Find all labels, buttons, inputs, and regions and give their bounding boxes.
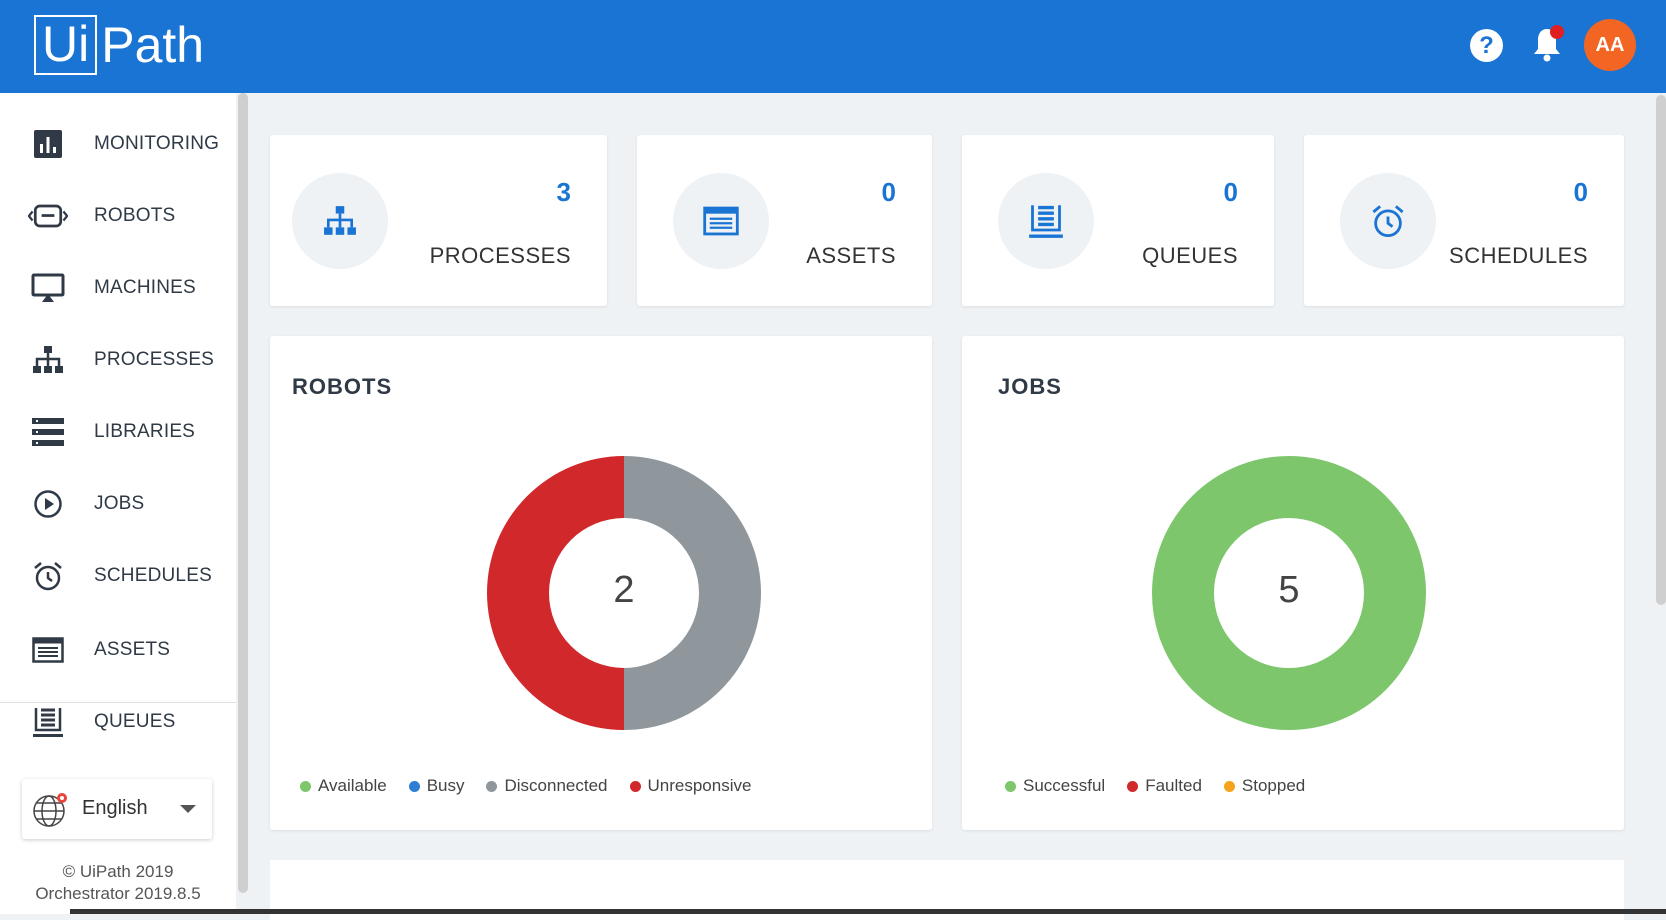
- legend-item-busy[interactable]: Busy: [408, 776, 465, 796]
- sidebar-divider: [0, 702, 236, 703]
- legend-dot: [486, 780, 498, 792]
- asset-card-icon: [28, 630, 68, 670]
- legend-dot: [1223, 780, 1235, 792]
- user-avatar[interactable]: AA: [1584, 19, 1636, 71]
- legend-item-disconnected[interactable]: Disconnected: [486, 776, 608, 796]
- sidebar-item-jobs[interactable]: JOBS: [0, 474, 236, 534]
- jobs-panel: JOBS 5 Successful Faulted Stopped: [962, 336, 1624, 830]
- robots-total: 2: [613, 569, 635, 611]
- legend-item-stopped[interactable]: Stopped: [1223, 776, 1306, 796]
- legend-dot: [1127, 780, 1139, 792]
- sidebar-item-label: ROBOTS: [94, 205, 176, 226]
- hierarchy-icon: [28, 340, 68, 380]
- sidebar-item-label: SCHEDULES: [94, 565, 212, 586]
- sidebar-item-monitoring[interactable]: MONITORING: [0, 114, 236, 174]
- language-select[interactable]: English: [22, 779, 212, 839]
- legend-label: Available: [318, 776, 387, 795]
- legend-dot: [300, 780, 311, 792]
- legend-label: Disconnected: [504, 776, 608, 795]
- stat-card-assets[interactable]: 0 ASSETS: [637, 135, 932, 306]
- jobs-legend: Successful Faulted Stopped: [1005, 776, 1327, 796]
- legend-dot: [629, 780, 641, 792]
- queue-stack-icon: [28, 702, 68, 742]
- legend-item-faulted[interactable]: Faulted: [1127, 776, 1202, 796]
- sidebar-item-libraries[interactable]: LIBRARIES: [0, 402, 236, 462]
- asset-card-icon: [673, 173, 769, 269]
- footer-copyright: © UiPath 2019 Orchestrator 2019.8.5: [0, 861, 236, 905]
- donut-slice-disconnected[interactable]: [624, 456, 761, 730]
- hierarchy-icon: [292, 173, 388, 269]
- robots-legend: Available Busy Disconnected Unresponsive: [300, 776, 773, 796]
- sidebar-item-queues[interactable]: QUEUES: [0, 692, 236, 752]
- monitor-icon: [28, 268, 68, 308]
- sidebar-item-schedules[interactable]: SCHEDULES: [0, 546, 236, 606]
- stat-label: PROCESSES: [429, 243, 571, 268]
- sidebar-item-machines[interactable]: MACHINES: [0, 258, 236, 318]
- sidebar-item-label: LIBRARIES: [94, 421, 196, 442]
- help-icon[interactable]: ?: [1470, 29, 1503, 62]
- bar-chart-icon: [28, 124, 68, 164]
- alarm-clock-icon: [1340, 173, 1436, 269]
- sidebar-scrollbar[interactable]: [238, 93, 248, 893]
- panel-title: ROBOTS: [292, 374, 393, 399]
- robots-donut-chart[interactable]: [484, 453, 764, 733]
- panel-title: JOBS: [998, 374, 1062, 399]
- logo-path-text: Path: [101, 17, 205, 73]
- alarm-clock-icon: [28, 556, 68, 596]
- globe-icon: [33, 793, 67, 827]
- sidebar-item-robots[interactable]: ROBOTS: [0, 186, 236, 246]
- play-circle-icon: [28, 484, 68, 524]
- top-bar: Ui Path ? AA: [0, 0, 1666, 93]
- legend-dot: [1005, 780, 1016, 792]
- legend-label: Successful: [1023, 776, 1106, 795]
- stat-count: 0: [881, 177, 896, 207]
- chevron-down-icon: [180, 805, 196, 813]
- legend-label: Stopped: [1241, 776, 1306, 795]
- sidebar-item-processes[interactable]: PROCESSES: [0, 330, 236, 390]
- legend-item-successful[interactable]: Successful: [1005, 776, 1105, 796]
- language-label: English: [82, 797, 148, 819]
- sidebar-item-label: MONITORING: [94, 133, 220, 154]
- stat-count: 3: [556, 177, 571, 207]
- sidebar-item-label: MACHINES: [94, 277, 196, 298]
- copyright-text: © UiPath 2019: [62, 862, 174, 881]
- list-icon: [28, 412, 68, 452]
- legend-label: Faulted: [1145, 776, 1202, 795]
- uipath-logo[interactable]: Ui Path: [34, 15, 204, 75]
- sidebar-item-assets[interactable]: ASSETS: [0, 620, 236, 680]
- stat-label: SCHEDULES: [1449, 243, 1588, 268]
- version-text: Orchestrator 2019.8.5: [35, 884, 201, 903]
- donut-slice-successful[interactable]: [1152, 456, 1426, 730]
- legend-item-available[interactable]: Available: [300, 776, 387, 796]
- sidebar-item-label: JOBS: [94, 493, 145, 514]
- robots-panel: ROBOTS 2 Available Busy Disconnected Unr…: [270, 336, 932, 830]
- legend-item-unresponsive[interactable]: Unresponsive: [629, 776, 752, 796]
- queue-stack-icon: [998, 173, 1094, 269]
- stat-card-processes[interactable]: 3 PROCESSES: [270, 135, 607, 306]
- sidebar-item-label: PROCESSES: [94, 349, 215, 370]
- robot-icon: [28, 196, 68, 236]
- sidebar: MONITORING ROBOTS MACHINES PROCESSES LIB…: [0, 93, 236, 914]
- jobs-donut-chart[interactable]: [1149, 453, 1429, 733]
- legend-dot: [408, 780, 420, 792]
- stat-label: QUEUES: [1142, 243, 1238, 268]
- stat-card-queues[interactable]: 0 QUEUES: [962, 135, 1274, 306]
- logo-ui-text: Ui: [34, 15, 98, 75]
- stat-count: 0: [1223, 177, 1238, 207]
- sidebar-item-label: QUEUES: [94, 711, 176, 732]
- notification-badge: [1550, 25, 1564, 39]
- jobs-total: 5: [1278, 569, 1300, 611]
- legend-label: Unresponsive: [647, 776, 752, 795]
- horizontal-scrollbar[interactable]: [70, 909, 1666, 914]
- main-scrollbar[interactable]: [1656, 95, 1666, 605]
- stat-count: 0: [1573, 177, 1588, 207]
- stat-label: ASSETS: [806, 243, 896, 268]
- donut-slice-unresponsive[interactable]: [487, 456, 624, 730]
- legend-label: Busy: [426, 776, 465, 795]
- stat-card-schedules[interactable]: 0 SCHEDULES: [1304, 135, 1624, 306]
- sidebar-item-label: ASSETS: [94, 639, 171, 660]
